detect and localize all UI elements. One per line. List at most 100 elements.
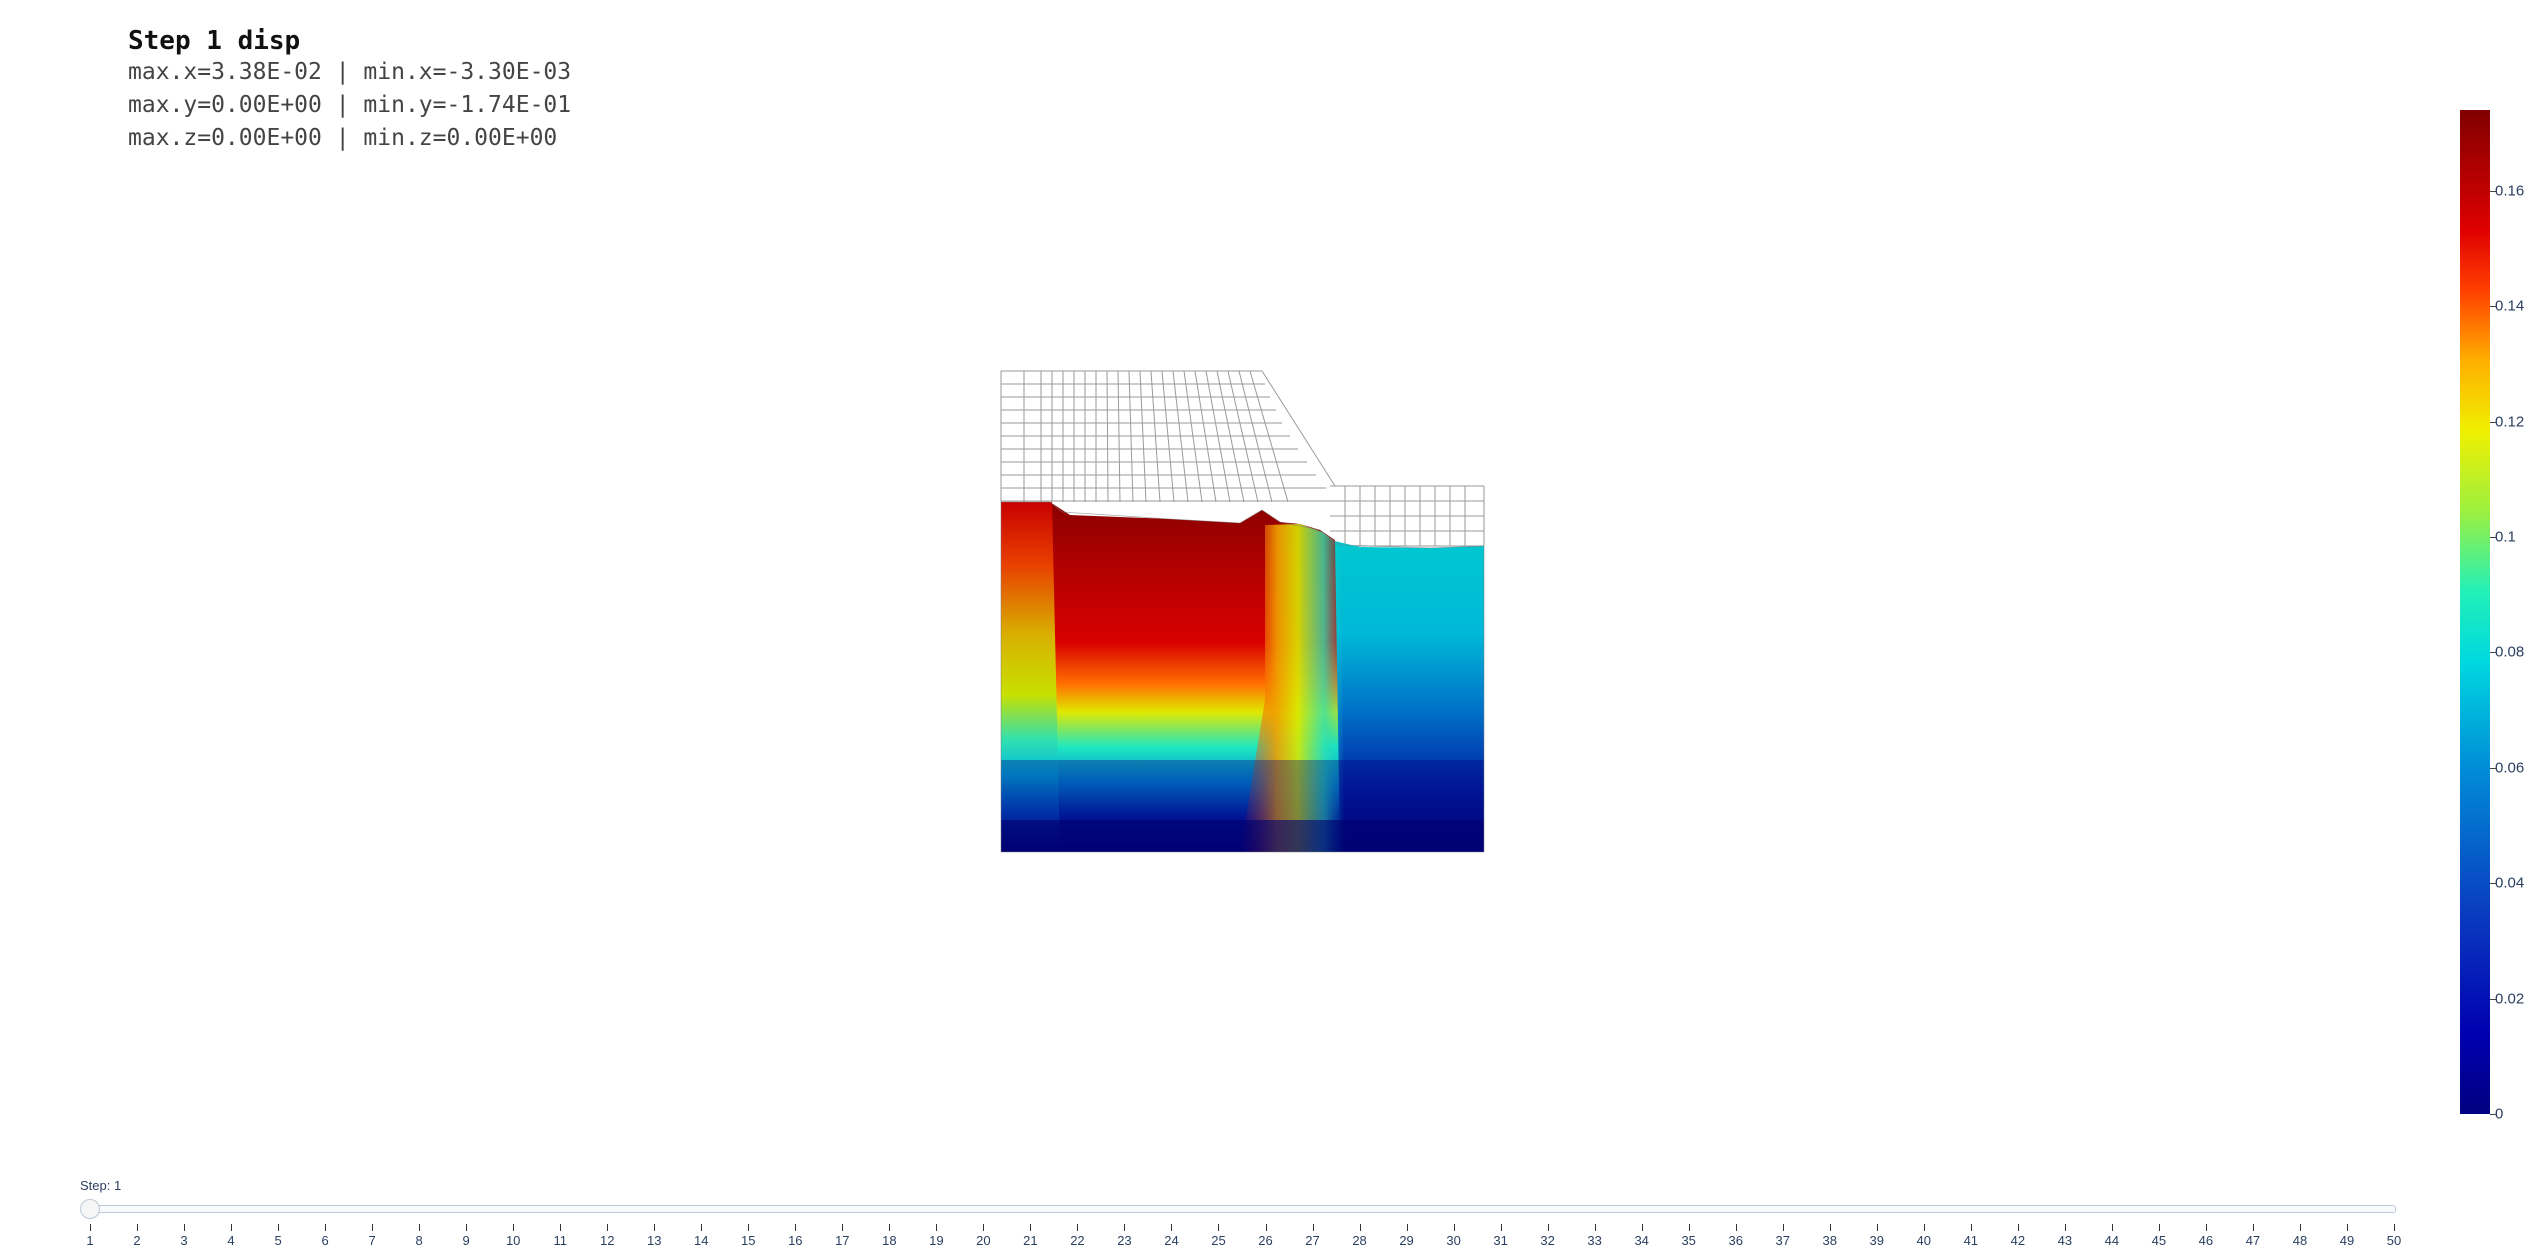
- slider-tick: [842, 1224, 844, 1231]
- slider-step-label[interactable]: 31: [1493, 1233, 1508, 1248]
- colorbar-tickmark: [2490, 883, 2496, 885]
- slider-tick: [1077, 1224, 1079, 1231]
- slider-step-label[interactable]: 13: [647, 1233, 662, 1248]
- slider-step-label[interactable]: 39: [1869, 1233, 1884, 1248]
- slider-step-label[interactable]: 8: [415, 1233, 423, 1248]
- slider-step-label[interactable]: 46: [2198, 1233, 2214, 1248]
- slider-step-label[interactable]: 36: [1728, 1233, 1743, 1248]
- slider-step-label[interactable]: 49: [2339, 1233, 2355, 1248]
- colorbar-tick-label: 0.16: [2495, 182, 2525, 200]
- slider-step-label[interactable]: 30: [1446, 1233, 1461, 1248]
- deformed-contour: [1000, 501, 1485, 853]
- slider-tick: [2394, 1224, 2395, 1231]
- slider-step-label[interactable]: 50: [2386, 1233, 2402, 1248]
- slider-tick: [795, 1224, 797, 1231]
- slider-step-label[interactable]: 5: [274, 1233, 282, 1248]
- slider-step-label[interactable]: 42: [2010, 1233, 2026, 1248]
- slider-tick: [1453, 1224, 1455, 1231]
- colorbar-tickmark: [2490, 306, 2496, 308]
- slider-step-label[interactable]: 37: [1775, 1233, 1790, 1248]
- slider-tick: [1500, 1224, 1502, 1231]
- slider-step-label[interactable]: 3: [180, 1233, 188, 1248]
- slider-tick: [1876, 1224, 1878, 1231]
- slider-tick: [983, 1224, 985, 1231]
- colorbar-tick-label: 0.14: [2495, 297, 2525, 315]
- slider-step-label[interactable]: 44: [2104, 1233, 2120, 1248]
- slider-tick: [1171, 1224, 1173, 1231]
- slider-step-label[interactable]: 7: [368, 1233, 376, 1248]
- slider-tick: [936, 1224, 938, 1231]
- slider-step-label[interactable]: 16: [788, 1233, 803, 1248]
- slider-step-label[interactable]: 24: [1164, 1233, 1179, 1248]
- slider-step-label[interactable]: 1: [86, 1233, 94, 1248]
- colorbar-tick-label: 0.02: [2495, 990, 2525, 1008]
- undeformed-mesh: [1000, 370, 1485, 547]
- slider-step-label[interactable]: 17: [835, 1233, 850, 1248]
- colorbar-tickmark: [2490, 1114, 2496, 1115]
- slider-step-label[interactable]: 18: [882, 1233, 897, 1248]
- slider-step-label[interactable]: 20: [976, 1233, 991, 1248]
- slider-tick: [1030, 1224, 1032, 1231]
- y-range-text: max.y=0.00E+00 | min.y=-1.74E-01: [128, 92, 572, 118]
- slider-step-label[interactable]: 25: [1211, 1233, 1226, 1248]
- slider-tick: [2111, 1224, 2113, 1231]
- colorbar-tick-label: 0.1: [2495, 528, 2516, 546]
- slider-tick: [90, 1224, 91, 1231]
- slider-step-label[interactable]: 9: [462, 1233, 470, 1248]
- slider-current-label: Step: 1: [80, 1178, 122, 1193]
- slider-step-label[interactable]: 34: [1634, 1233, 1649, 1248]
- slider-step-label[interactable]: 33: [1587, 1233, 1602, 1248]
- slider-step-label[interactable]: 4: [227, 1233, 235, 1248]
- slider-step-label[interactable]: 35: [1681, 1233, 1696, 1248]
- slider-step-label[interactable]: 32: [1540, 1233, 1555, 1248]
- colorbar-tickmark: [2490, 652, 2496, 654]
- slider-tick: [1124, 1224, 1126, 1231]
- slider-tick: [1218, 1224, 1220, 1231]
- slider-step-label[interactable]: 14: [694, 1233, 709, 1248]
- step-slider-handle[interactable]: [80, 1199, 100, 1219]
- slider-tick: [325, 1224, 327, 1231]
- slider-tick: [1782, 1224, 1784, 1231]
- slider-step-label[interactable]: 10: [505, 1233, 521, 1248]
- slider-tick: [2299, 1224, 2301, 1231]
- slider-tick: [466, 1224, 468, 1231]
- slider-tick: [184, 1224, 186, 1231]
- slider-step-label[interactable]: 19: [929, 1233, 944, 1248]
- slider-step-label[interactable]: 2: [133, 1233, 141, 1248]
- slider-step-label[interactable]: 26: [1258, 1233, 1273, 1248]
- slider-tick: [278, 1224, 280, 1231]
- slider-tick: [513, 1224, 515, 1231]
- slider-tick: [1735, 1224, 1737, 1231]
- slider-step-label[interactable]: 29: [1399, 1233, 1414, 1248]
- slider-step-label[interactable]: 27: [1305, 1233, 1320, 1248]
- slider-step-label[interactable]: 12: [599, 1233, 615, 1248]
- step-title: Step 1 disp: [128, 26, 301, 56]
- slider-step-label[interactable]: 22: [1070, 1233, 1085, 1248]
- slider-step-label[interactable]: 41: [1963, 1233, 1979, 1248]
- slider-step-label[interactable]: 6: [321, 1233, 329, 1248]
- slider-tick: [1641, 1224, 1643, 1231]
- slider-tick: [2158, 1224, 2160, 1231]
- slider-tick: [372, 1224, 374, 1231]
- slider-tick: [1594, 1224, 1596, 1231]
- slider-tick: [1547, 1224, 1549, 1231]
- colorbar-tickmark: [2490, 998, 2496, 1000]
- slider-step-label[interactable]: 48: [2292, 1233, 2308, 1248]
- slider-step-label[interactable]: 11: [553, 1233, 567, 1248]
- step-slider-rail[interactable]: [88, 1205, 2396, 1213]
- slider-step-label[interactable]: 38: [1822, 1233, 1837, 1248]
- slider-step-label[interactable]: 47: [2245, 1233, 2261, 1248]
- colorbar-tick-label: 0.04: [2495, 874, 2525, 892]
- slider-step-label[interactable]: 28: [1352, 1233, 1367, 1248]
- slider-step-label[interactable]: 40: [1916, 1233, 1932, 1248]
- slider-tick: [2017, 1224, 2019, 1231]
- slider-step-label[interactable]: 45: [2151, 1233, 2167, 1248]
- colorbar-tick-label: 0.12: [2495, 413, 2525, 431]
- slider-step-label[interactable]: 15: [741, 1233, 756, 1248]
- slider-step-label[interactable]: 43: [2057, 1233, 2073, 1248]
- slider-tick: [701, 1224, 703, 1231]
- slider-tick: [1406, 1224, 1408, 1231]
- slider-step-label[interactable]: 21: [1023, 1233, 1038, 1248]
- slider-step-label[interactable]: 23: [1117, 1233, 1132, 1248]
